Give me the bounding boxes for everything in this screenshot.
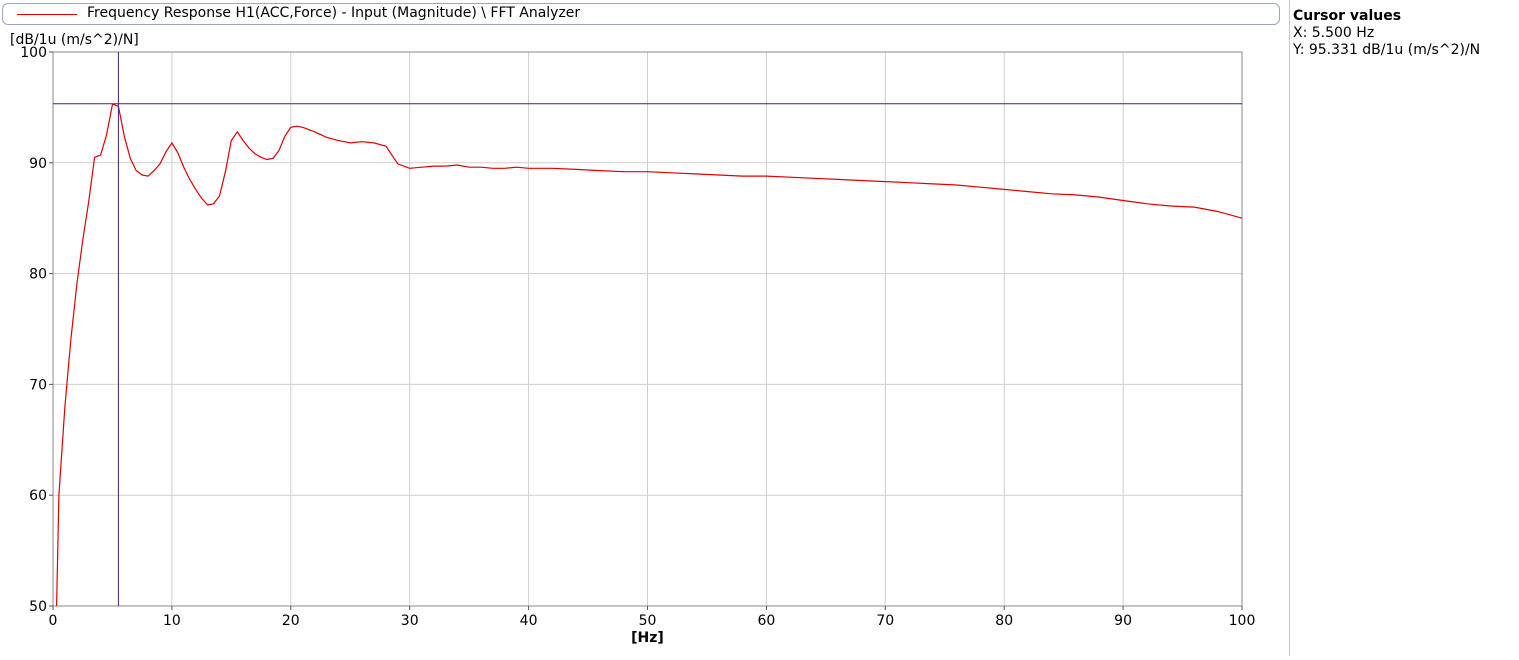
x-tick-label: 100 — [1229, 613, 1256, 629]
panel-divider[interactable] — [1289, 0, 1290, 656]
x-tick-label: 50 — [639, 613, 657, 629]
cursor-values-panel: Cursor values X: 5.500 Hz Y: 95.331 dB/1… — [1293, 8, 1480, 59]
series-line — [56, 103, 1243, 607]
x-axis-label: [Hz] — [631, 630, 664, 646]
x-tick-label: 10 — [163, 613, 181, 629]
legend-line-swatch — [17, 14, 77, 15]
cursor-values-title: Cursor values — [1293, 8, 1402, 24]
x-tick-label: 90 — [1114, 613, 1132, 629]
y-tick-label: 100 — [20, 45, 47, 61]
y-axis-label: [dB/1u (m/s^2)/N] — [10, 32, 139, 48]
cursor-x-value: X: 5.500 Hz — [1293, 25, 1375, 41]
y-tick-label: 60 — [29, 488, 47, 504]
x-tick-label: 70 — [876, 613, 894, 629]
x-tick-label: 40 — [520, 613, 538, 629]
y-tick-label: 70 — [29, 377, 47, 393]
cursor-y-value: Y: 95.331 dB/1u (m/s^2)/N — [1293, 42, 1481, 58]
y-tick-label: 80 — [29, 267, 47, 283]
x-tick-label: 80 — [995, 613, 1013, 629]
x-tick-label: 0 — [49, 613, 58, 629]
frequency-response-chart[interactable]: 0 10 20 30 40 50 60 70 80 90 1005060708090100[dB/1… — [0, 28, 1290, 656]
x-tick-label: 20 — [282, 613, 300, 629]
y-tick-label: 50 — [29, 599, 47, 615]
y-tick-label: 90 — [29, 156, 47, 172]
plot-area[interactable]: 0 10 20 30 40 50 60 70 80 90 100 50 60 70 80 90 100 [dB/1… — [0, 28, 1290, 656]
x-tick-label: 30 — [401, 613, 419, 629]
legend[interactable]: Frequency Response H1(ACC,Force) - Input… — [2, 3, 1280, 25]
x-tick-label: 60 — [757, 613, 775, 629]
legend-label: Frequency Response H1(ACC,Force) - Input… — [87, 5, 581, 21]
